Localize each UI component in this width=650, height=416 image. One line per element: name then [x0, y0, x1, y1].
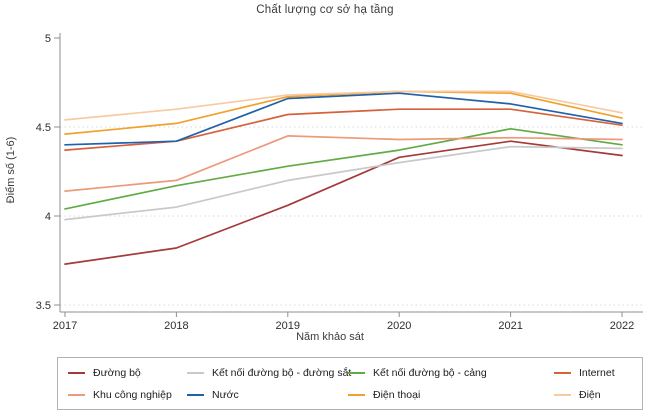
legend-label: Đường bộ: [93, 366, 141, 379]
legend-item-1: Kết nối đường bộ - đường sắt: [187, 365, 352, 380]
legend-item-7: Điện: [554, 387, 638, 402]
legend: Đường bộ Kết nối đường bộ - đường sắt Kết …: [57, 357, 643, 410]
y-tick-label: 5: [45, 33, 51, 45]
series-line-4: [64, 135, 623, 192]
legend-swatch-icon: [187, 371, 204, 374]
legend-grid: Đường bộ Kết nối đường bộ - đường sắt Kết …: [58, 358, 642, 402]
legend-swatch-icon: [554, 393, 571, 396]
y-tick-label: 4.5: [36, 122, 51, 134]
series-line-5: [64, 92, 623, 146]
legend-label: Kết nối đường bộ - cảng: [373, 366, 487, 379]
legend-swatch-icon: [68, 393, 85, 396]
legend-label: Nước: [212, 388, 239, 401]
legend-item-2: Kết nối đường bộ - cảng: [348, 365, 554, 380]
series-line-7: [64, 90, 623, 121]
legend-item-6: Điện thoại: [348, 387, 554, 402]
legend-swatch-icon: [554, 371, 571, 374]
legend-swatch-icon: [187, 393, 204, 396]
legend-label: Điện: [579, 388, 601, 401]
legend-swatch-icon: [68, 371, 85, 374]
x-tick-label: 2019: [276, 320, 300, 332]
x-tick-label: 2017: [53, 320, 77, 332]
legend-item-3: Internet: [554, 365, 638, 380]
legend-label: Kết nối đường bộ - đường sắt: [212, 366, 352, 379]
x-tick-label: 2021: [498, 320, 522, 332]
series-line-2: [64, 127, 623, 210]
chart-title: Chất lượng cơ sở hạ tầng: [256, 4, 394, 16]
legend-item-4: Khu công nghiệp: [68, 387, 187, 402]
series-line-0: [64, 140, 623, 265]
legend-label: Internet: [579, 366, 615, 379]
legend-swatch-icon: [348, 393, 365, 396]
legend-item-5: Nước: [187, 387, 348, 402]
legend-item-0: Đường bộ: [68, 365, 187, 380]
x-tick-label: 2020: [387, 320, 411, 332]
legend-swatch-icon: [348, 371, 365, 374]
y-tick-label: 4: [45, 211, 51, 223]
x-tick-label: 2018: [164, 320, 188, 332]
series-line-3: [64, 108, 623, 151]
series-line-1: [64, 145, 623, 221]
x-tick-label: 2022: [610, 320, 634, 332]
y-tick-label: 3.5: [36, 300, 51, 312]
legend-label: Điện thoại: [373, 388, 421, 401]
x-axis-label: Năm khảo sát: [296, 331, 364, 343]
legend-label: Khu công nghiệp: [93, 388, 172, 401]
